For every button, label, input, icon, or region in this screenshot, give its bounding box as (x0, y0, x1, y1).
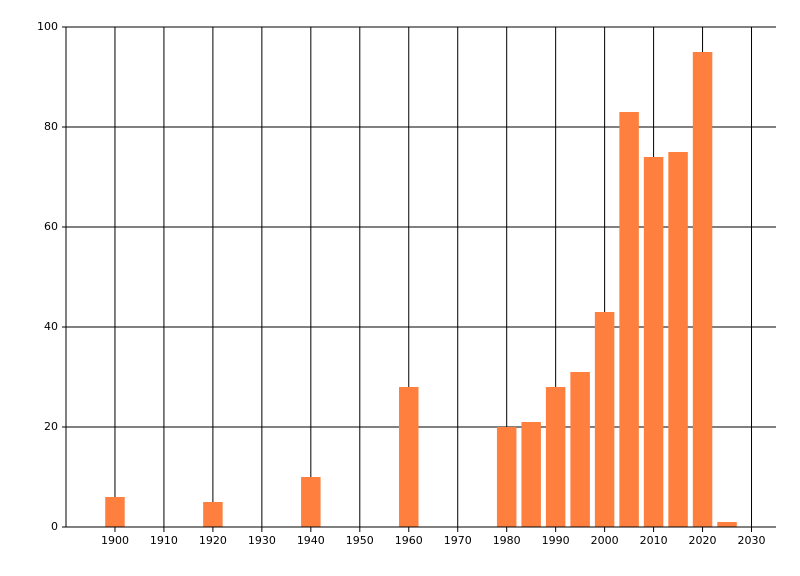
x-tick-label: 1930 (248, 534, 276, 547)
x-tick-label: 1900 (101, 534, 129, 547)
bar (105, 497, 125, 527)
x-tick-label: 1920 (199, 534, 227, 547)
y-tick-label: 100 (37, 20, 58, 33)
x-tick-label: 1910 (150, 534, 178, 547)
bar (717, 522, 737, 527)
bar (594, 312, 615, 527)
y-tick-label: 0 (51, 520, 58, 533)
x-tick-label: 1940 (297, 534, 325, 547)
x-tick-label: 2000 (591, 534, 619, 547)
y-tick-label: 40 (44, 320, 58, 333)
x-tick-label: 1950 (346, 534, 374, 547)
x-tick-label: 1980 (493, 534, 521, 547)
x-tick-label: 2030 (738, 534, 766, 547)
x-tick-label: 1960 (395, 534, 423, 547)
bar (496, 427, 517, 527)
y-tick-label: 60 (44, 220, 58, 233)
y-tick-label: 80 (44, 120, 58, 133)
bar (643, 157, 664, 527)
x-tick-label: 1990 (542, 534, 570, 547)
y-tick-label: 20 (44, 420, 58, 433)
bar (570, 372, 590, 527)
bar (399, 387, 419, 527)
bar (668, 152, 688, 527)
bar (301, 477, 321, 527)
x-tick-label: 2020 (689, 534, 717, 547)
x-tick-label: 2010 (640, 534, 668, 547)
bar (521, 422, 541, 527)
x-tick-label: 1970 (444, 534, 472, 547)
bar (619, 112, 639, 527)
bar (545, 387, 566, 527)
bar (692, 52, 713, 527)
bar (203, 502, 223, 527)
